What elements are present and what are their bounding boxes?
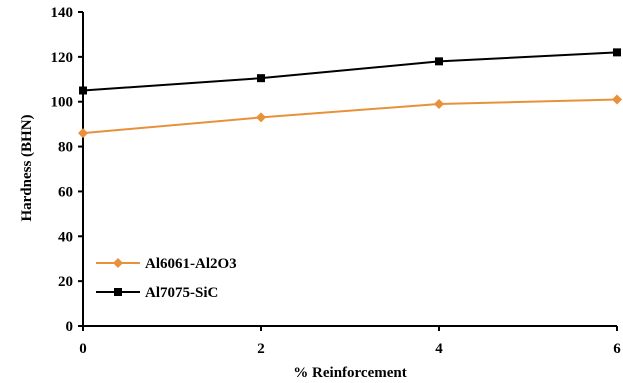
axes: 0 20 40 60 80 100 120 140 0 2 4 6 <box>51 5 622 357</box>
point-al7075-sic-2 <box>435 57 443 66</box>
series-al7075-sic <box>79 48 621 95</box>
y-tick-label-40: 40 <box>58 229 73 245</box>
point-al6061-al2o3-3 <box>612 94 622 105</box>
point-al6061-al2o3-2 <box>434 98 444 109</box>
legend-marker-al7075-sic <box>114 288 122 296</box>
series-al6061-al2o3 <box>78 94 622 139</box>
legend: Al6061-Al2O3 Al7075-SiC <box>96 256 237 301</box>
series-line-al6061-al2o3 <box>82 98 618 135</box>
point-al6061-al2o3-1 <box>256 112 266 123</box>
legend-label-al6061-al2o3: Al6061-Al2O3 <box>145 256 237 272</box>
y-tick-label-20: 20 <box>58 274 73 290</box>
y-tick-label-120: 120 <box>51 50 74 66</box>
y-tick-label-140: 140 <box>51 5 74 21</box>
point-al7075-sic-0 <box>79 86 87 95</box>
point-al7075-sic-1 <box>257 74 265 83</box>
y-axis-label: Hardness (BHN) <box>19 114 35 221</box>
y-ticks: 0 20 40 60 80 100 120 140 <box>51 5 83 335</box>
x-axis-label: % Reinforcement <box>293 365 406 381</box>
y-tick-label-80: 80 <box>58 140 73 156</box>
series-layer <box>78 48 622 139</box>
y-tick-label-60: 60 <box>58 184 73 200</box>
legend-item-al7075-sic: Al7075-SiC <box>96 285 218 301</box>
y-tick-label-0: 0 <box>66 319 74 335</box>
x-tick-label-4: 4 <box>435 341 443 357</box>
x-tick-label-0: 0 <box>79 341 87 357</box>
y-tick-label-100: 100 <box>51 95 74 111</box>
legend-item-al6061-al2o3: Al6061-Al2O3 <box>96 256 237 272</box>
legend-marker-al6061-al2o3 <box>113 258 123 268</box>
x-tick-label-2: 2 <box>257 341 265 357</box>
legend-label-al7075-sic: Al7075-SiC <box>145 285 218 301</box>
x-ticks: 0 2 4 6 <box>79 326 621 357</box>
point-al7075-sic-3 <box>613 48 621 57</box>
point-al6061-al2o3-0 <box>78 128 88 139</box>
series-line-al7075-sic <box>82 51 618 92</box>
x-tick-label-6: 6 <box>613 341 621 357</box>
